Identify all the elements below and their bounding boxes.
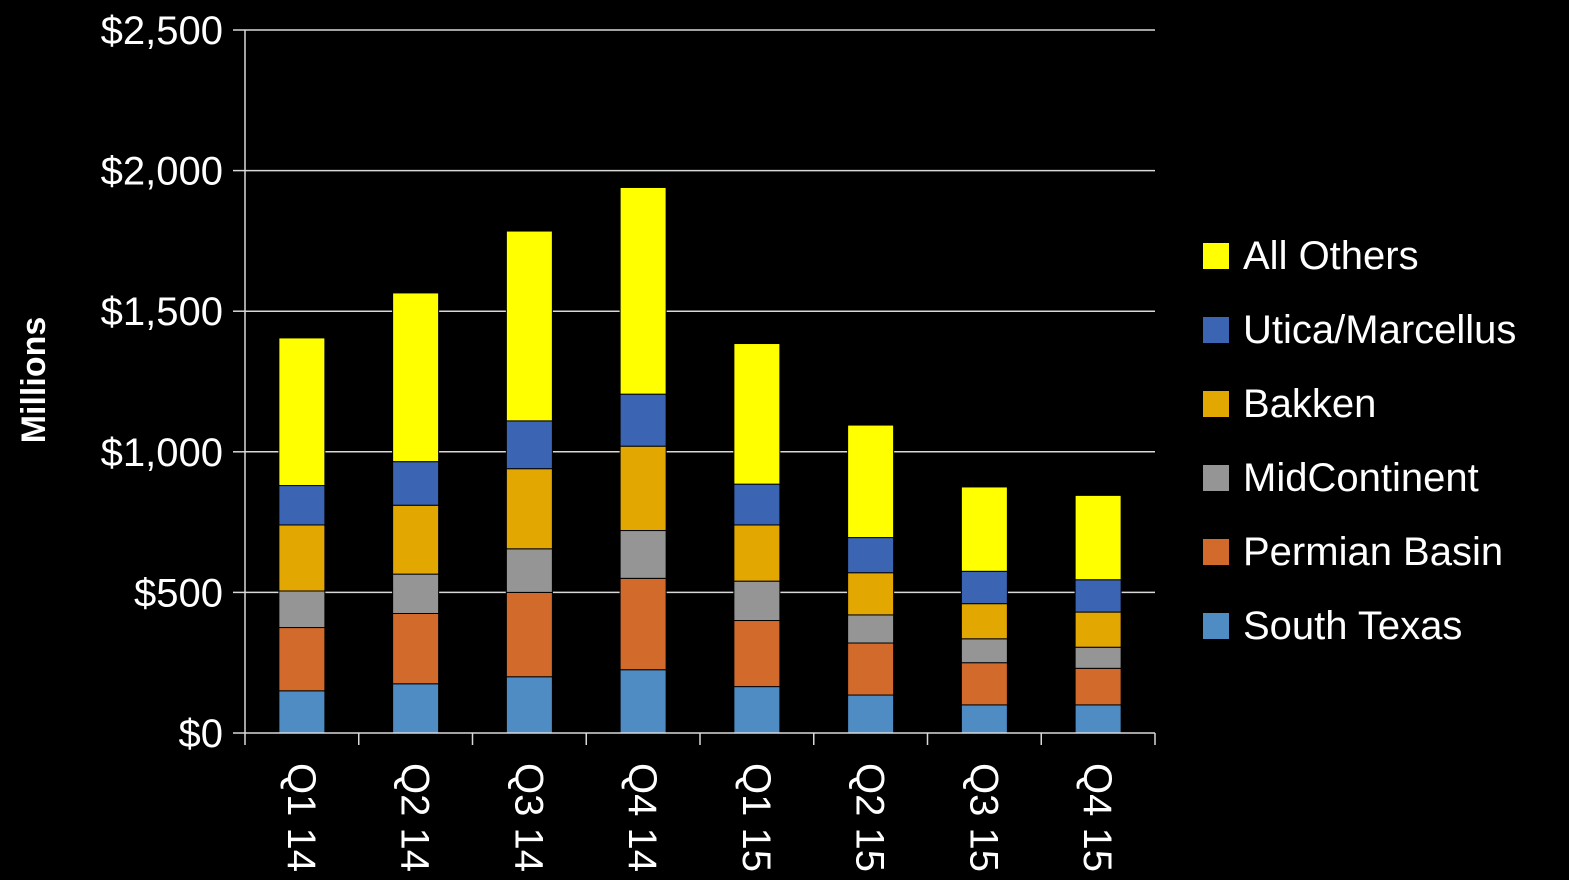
bar-segment-bakken <box>392 504 440 575</box>
x-tick-label: Q2 15 <box>848 763 892 872</box>
legend-label: South Texas <box>1243 604 1462 648</box>
bar-segment-midcontinent <box>1074 646 1122 669</box>
grid-lines <box>245 29 1155 594</box>
bar-segment-all-others <box>847 424 895 539</box>
axes <box>233 29 1156 745</box>
bar-segment-permian-basin <box>619 577 667 671</box>
bar-segment-south-texas <box>960 704 1008 734</box>
y-tick-label: $500 <box>134 571 223 615</box>
bar-segment-midcontinent <box>392 573 440 614</box>
bar-segment-all-others <box>505 230 553 422</box>
bar-segment-south-texas <box>733 686 781 734</box>
bar-segment-midcontinent <box>960 638 1008 664</box>
x-tick-label: Q3 14 <box>506 763 550 872</box>
bar-segment-all-others <box>1074 494 1122 581</box>
bar-segment-utica-marcellus <box>392 461 440 506</box>
y-axis-title: Millions <box>15 317 53 444</box>
bar-segment-bakken <box>960 603 1008 640</box>
x-tick-label: Q3 15 <box>961 763 1005 872</box>
bar-segment-south-texas <box>278 690 326 734</box>
y-tick-label: $2,000 <box>101 150 223 194</box>
legend-label: Utica/Marcellus <box>1243 308 1516 352</box>
bar-segment-midcontinent <box>733 580 781 622</box>
bar-segment-bakken <box>733 524 781 582</box>
bar-segment-midcontinent <box>278 590 326 629</box>
bar-segment-all-others <box>960 486 1008 572</box>
bar-segment-permian-basin <box>847 642 895 696</box>
legend-label: MidContinent <box>1243 456 1479 500</box>
bar-segment-midcontinent <box>619 530 667 579</box>
bar-segment-permian-basin <box>1074 667 1122 706</box>
x-tick-label: Q4 15 <box>1075 763 1119 872</box>
bar-segment-permian-basin <box>278 627 326 692</box>
bar-segment-midcontinent <box>505 548 553 593</box>
y-tick-label: $1,000 <box>101 431 223 475</box>
bar-segment-all-others <box>733 343 781 485</box>
legend-swatch <box>1203 613 1229 639</box>
x-tick-label: Q1 15 <box>734 763 778 872</box>
bar-segment-all-others <box>392 292 440 463</box>
legend-swatch <box>1203 391 1229 417</box>
bar-segment-utica-marcellus <box>1074 579 1122 613</box>
bar-segment-permian-basin <box>960 662 1008 706</box>
bar-segment-utica-marcellus <box>619 393 667 447</box>
y-tick-labels: $0 $500 $1,000 $1,500 $2,000 $2,500 <box>101 9 223 756</box>
legend-swatch <box>1203 243 1229 269</box>
legend-swatch <box>1203 465 1229 491</box>
legend-swatch <box>1203 539 1229 565</box>
y-tick-label: $2,500 <box>101 9 223 53</box>
legend-label: All Others <box>1243 234 1419 278</box>
bar-segment-south-texas <box>1074 704 1122 734</box>
bars <box>278 186 1122 734</box>
legend-label: Permian Basin <box>1243 530 1503 574</box>
bar-segment-permian-basin <box>392 612 440 685</box>
legend-swatch <box>1203 317 1229 343</box>
x-tick-label: Q4 14 <box>620 763 664 872</box>
bar-segment-bakken <box>619 445 667 532</box>
bar-segment-all-others <box>278 337 326 487</box>
bar-segment-utica-marcellus <box>960 570 1008 605</box>
bar-segment-utica-marcellus <box>847 537 895 574</box>
bar-segment-bakken <box>278 524 326 592</box>
bar-segment-utica-marcellus <box>278 485 326 526</box>
bar-segment-south-texas <box>847 694 895 734</box>
bar-segment-bakken <box>505 468 553 550</box>
bar-segment-permian-basin <box>733 620 781 688</box>
legend: All Others Utica/Marcellus Bakken MidContin… <box>1203 234 1516 648</box>
x-tick-labels: Q1 14 Q2 14 Q3 14 Q4 14 Q1 15 Q2 15 Q3 15 Q4 15 <box>279 763 1119 872</box>
x-tick-label: Q1 14 <box>279 763 323 872</box>
bar-segment-utica-marcellus <box>733 483 781 526</box>
bar-segment-bakken <box>1074 611 1122 648</box>
bar-segment-utica-marcellus <box>505 420 553 470</box>
bar-segment-all-others <box>619 186 667 395</box>
legend-label: Bakken <box>1243 382 1376 426</box>
bar-segment-south-texas <box>619 669 667 734</box>
bar-segment-south-texas <box>392 683 440 734</box>
y-tick-label: $1,500 <box>101 290 223 334</box>
bar-segment-south-texas <box>505 676 553 734</box>
bar-segment-bakken <box>847 572 895 616</box>
bar-segment-midcontinent <box>847 614 895 644</box>
y-tick-label: $0 <box>179 712 224 756</box>
bar-segment-permian-basin <box>505 591 553 678</box>
x-tick-label: Q2 14 <box>393 763 437 872</box>
